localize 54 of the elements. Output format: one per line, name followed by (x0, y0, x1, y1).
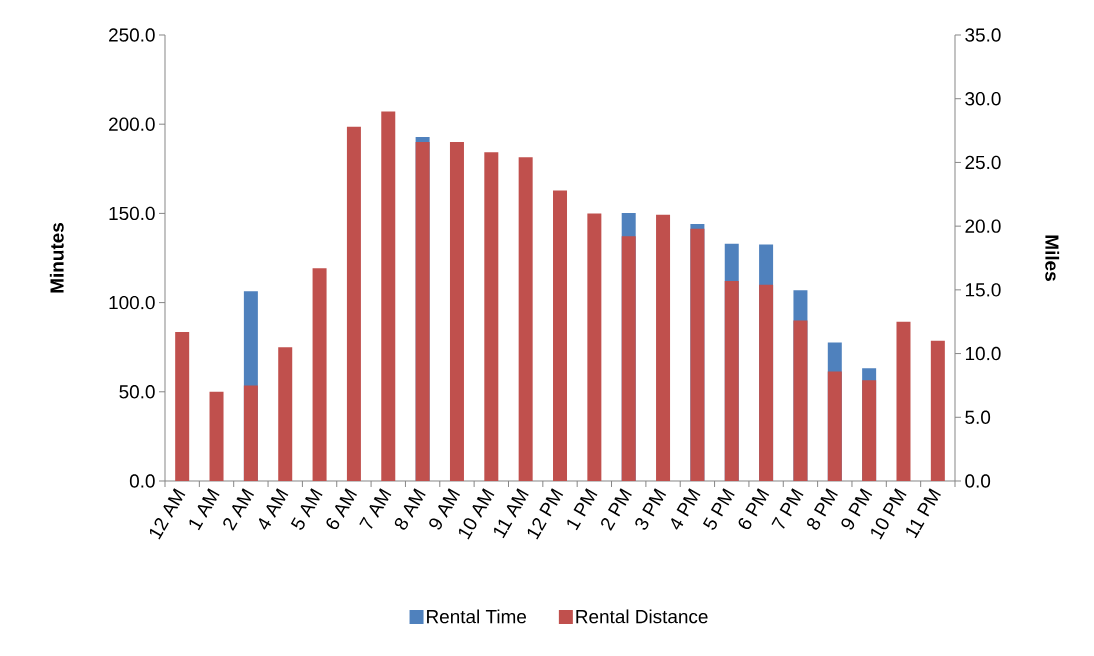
bar (896, 321, 911, 481)
bar (587, 213, 602, 481)
y-tick-label: 50.0 (119, 385, 155, 399)
bar (312, 268, 327, 481)
x-tick-label: 8 PM (807, 488, 838, 530)
bar (930, 340, 945, 481)
bar (553, 190, 568, 481)
y2-axis-title: Miles (1045, 235, 1060, 281)
legend-label: Rental Time (427, 609, 527, 624)
x-tick-label: 6 PM (738, 488, 770, 530)
y2-tick-label: 0.0 (965, 474, 991, 488)
y2-tick-label: 35.0 (965, 28, 1001, 42)
y-tick-label: 100.0 (109, 295, 155, 310)
x-tick-label: 5 AM (290, 488, 323, 530)
bar (346, 126, 361, 481)
y2-tick-label: 20.0 (965, 219, 1001, 233)
y-axis-title: Minutes (49, 223, 64, 293)
x-tick-label: 1 AM (189, 488, 220, 531)
x-tick-label: 7 AM (359, 488, 392, 529)
x-tick-label: 4 PM (671, 488, 701, 530)
y2-tick-label: 30.0 (965, 92, 1001, 106)
bar (656, 214, 671, 481)
bar (381, 111, 396, 481)
y2-tick-label: 15.0 (965, 283, 1001, 297)
y-tick-label: 0.0 (129, 474, 155, 488)
x-tick-label: 11 PM (906, 488, 941, 539)
x-tick-label: 7 PM (771, 488, 804, 529)
x-tick-label: 8 AM (394, 488, 426, 530)
x-tick-label: 10 PM (871, 488, 907, 540)
y-tick-label: 250.0 (109, 28, 155, 42)
x-tick-label: 3 PM (635, 488, 667, 530)
y2-tick-label: 25.0 (965, 155, 1001, 170)
legend-label: Rental Distance (576, 609, 708, 624)
x-tick-label: 11 AM (494, 488, 529, 539)
x-tick-label: 9 AM (429, 488, 461, 530)
y-tick-label: 200.0 (109, 117, 155, 131)
y2-tick-label: 10.0 (965, 346, 1001, 361)
bar (209, 391, 224, 481)
bar (278, 347, 293, 481)
y2-tick-label: 5.0 (965, 410, 991, 424)
x-tick-label: 10 AM (459, 488, 495, 540)
bar (484, 152, 499, 481)
x-tick-label: 2 AM (223, 488, 255, 531)
x-tick-label: 9 PM (841, 488, 873, 530)
x-tick-label: 4 AM (258, 488, 289, 530)
bar (449, 142, 464, 481)
x-tick-label: 6 AM (326, 488, 357, 530)
x-tick-label: 2 PM (601, 488, 632, 531)
x-tick-label: 1 PM (567, 488, 598, 531)
x-tick-label: 5 PM (702, 488, 735, 530)
bar (518, 157, 533, 481)
y-tick-label: 150.0 (109, 206, 155, 221)
bar (175, 331, 190, 481)
x-tick-label: 12 AM (149, 488, 186, 540)
